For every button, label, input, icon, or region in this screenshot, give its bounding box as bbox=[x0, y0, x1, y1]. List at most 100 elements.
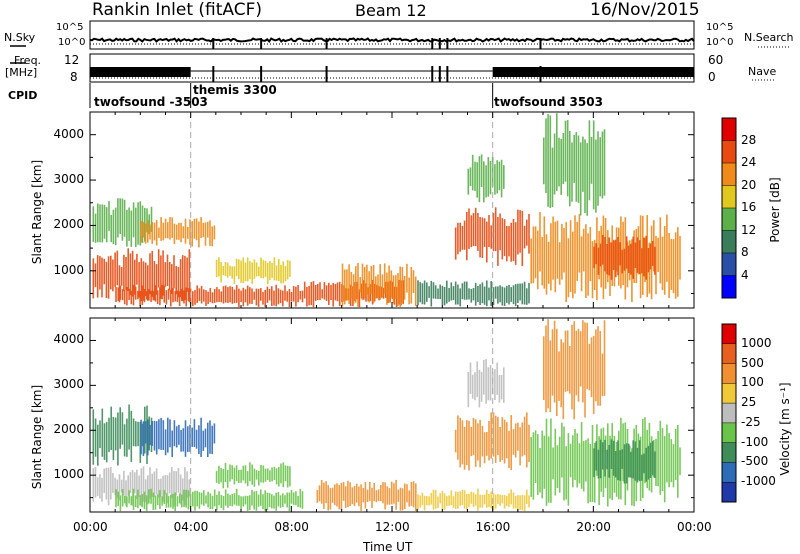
heatmap-cell bbox=[419, 282, 421, 303]
heatmap-cell bbox=[277, 288, 280, 305]
heatmap-cell bbox=[319, 282, 321, 301]
heatmap-cell bbox=[523, 495, 526, 512]
heatmap-cell bbox=[483, 494, 486, 505]
heatmap-cell bbox=[494, 286, 497, 299]
heatmap-cell bbox=[403, 275, 406, 300]
heatmap-cell bbox=[235, 285, 238, 303]
heatmap-cell bbox=[470, 491, 473, 504]
heatmap-cell bbox=[582, 441, 585, 492]
heatmap-cell bbox=[576, 222, 578, 281]
heatmap-cell bbox=[651, 241, 654, 266]
heatmap-cell bbox=[112, 472, 114, 493]
heatmap-cell bbox=[195, 429, 198, 449]
heatmap-cell bbox=[457, 415, 459, 460]
heatmap-cell bbox=[246, 257, 249, 282]
heatmap-cell bbox=[653, 220, 655, 272]
heatmap-cell bbox=[262, 291, 264, 305]
heatmap-cell bbox=[355, 483, 358, 503]
heatmap-cell bbox=[181, 255, 184, 302]
heatmap-cell bbox=[603, 129, 606, 196]
heatmap-cell bbox=[344, 486, 347, 508]
heatmap-cell bbox=[140, 258, 143, 302]
heatmap-cell bbox=[235, 488, 238, 506]
heatmap-cell bbox=[282, 462, 285, 488]
heatmap-cell bbox=[183, 489, 185, 507]
heatmap-cell bbox=[203, 289, 205, 302]
heatmap-cell bbox=[231, 286, 234, 304]
heatmap-cell bbox=[534, 226, 537, 279]
heatmap-cell bbox=[177, 266, 180, 298]
heatmap-cell bbox=[574, 215, 576, 294]
colorbar-swatch bbox=[722, 140, 736, 163]
heatmap-cell bbox=[128, 207, 130, 241]
heatmap-cell bbox=[604, 237, 606, 272]
heatmap-cell bbox=[105, 467, 108, 500]
colorbar-tick-label: 20 bbox=[741, 177, 757, 192]
heatmap-cell bbox=[459, 417, 461, 468]
heatmap-cell bbox=[131, 470, 134, 506]
heatmap-cell bbox=[142, 222, 145, 238]
heatmap-cell bbox=[621, 249, 624, 274]
heatmap-cell bbox=[499, 285, 501, 303]
heatmap-cell bbox=[213, 489, 216, 507]
heatmap-cell bbox=[663, 436, 666, 503]
heatmap-cell bbox=[249, 287, 251, 304]
heatmap-cell bbox=[569, 346, 571, 394]
heatmap-cell bbox=[582, 136, 584, 192]
heatmap-cell bbox=[187, 226, 189, 239]
nsky-label: N.Sky bbox=[4, 31, 36, 44]
heatmap-cell bbox=[560, 339, 562, 408]
heatmap-cell bbox=[119, 285, 122, 300]
heatmap-cell bbox=[316, 489, 319, 503]
heatmap-cell bbox=[132, 488, 135, 510]
heatmap-cell bbox=[512, 218, 515, 262]
heatmap-cell bbox=[117, 287, 119, 302]
heatmap-cell bbox=[617, 440, 619, 481]
heatmap-cell bbox=[240, 290, 242, 303]
heatmap-cell bbox=[497, 416, 499, 456]
colorbar-swatch bbox=[722, 403, 736, 423]
heatmap-cell bbox=[209, 420, 211, 454]
heatmap-cell bbox=[151, 222, 153, 244]
heatmap-cell bbox=[643, 237, 645, 277]
heatmap-cell bbox=[286, 465, 289, 488]
heatmap-cell bbox=[372, 264, 375, 304]
heatmap-cell bbox=[593, 448, 595, 478]
heatmap-cell bbox=[641, 454, 643, 481]
heatmap-cell bbox=[251, 262, 253, 284]
heatmap-cell bbox=[224, 489, 227, 506]
heatmap-cell bbox=[399, 266, 401, 307]
heatmap-cell bbox=[489, 161, 492, 195]
heatmap-cell bbox=[469, 167, 472, 186]
heatmap-cell bbox=[623, 444, 626, 484]
heatmap-cell bbox=[117, 198, 119, 238]
heatmap-cell bbox=[399, 487, 402, 511]
y-tick-label: 3000 bbox=[53, 377, 84, 392]
heatmap-cell bbox=[110, 255, 112, 290]
heatmap-cell bbox=[147, 265, 149, 301]
heatmap-cell bbox=[242, 257, 245, 283]
heatmap-cell bbox=[391, 281, 394, 299]
heatmap-cell bbox=[466, 494, 468, 511]
heatmap-cell bbox=[479, 494, 481, 508]
heatmap-cell bbox=[551, 329, 554, 396]
heatmap-cell bbox=[107, 467, 110, 506]
heatmap-cell bbox=[282, 261, 285, 284]
heatmap-cell bbox=[499, 494, 501, 506]
heatmap-cell bbox=[380, 286, 383, 298]
heatmap-cell bbox=[571, 324, 573, 410]
heatmap-cell bbox=[253, 291, 255, 300]
heatmap-cell bbox=[325, 481, 327, 504]
heatmap-cell bbox=[139, 291, 141, 307]
colorbar-swatch bbox=[722, 442, 736, 463]
heatmap-cell bbox=[142, 261, 145, 301]
heatmap-cell bbox=[101, 257, 103, 298]
noise-tick-bottom-right: 10^0 bbox=[706, 37, 734, 48]
heatmap-cell bbox=[166, 475, 169, 504]
x-tick-label: 20:00 bbox=[576, 520, 611, 534]
heatmap-cell bbox=[246, 495, 249, 511]
heatmap-cell bbox=[310, 282, 313, 305]
heatmap-cell bbox=[164, 429, 167, 456]
heatmap-cell bbox=[503, 494, 506, 509]
heatmap-cell bbox=[550, 418, 552, 503]
